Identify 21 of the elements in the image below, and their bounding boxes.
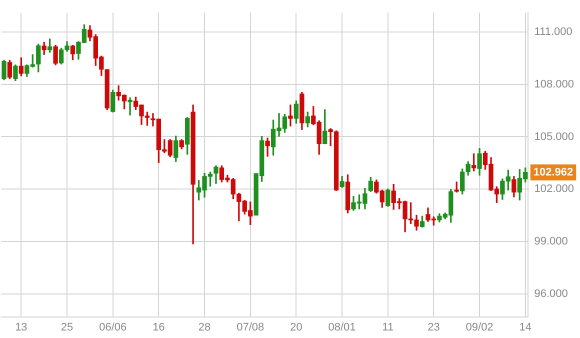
x-tick-label: 08/01 (328, 321, 356, 334)
y-tick-label: 96.000 (534, 288, 568, 300)
x-tick-label: 07/08 (236, 321, 264, 334)
x-tick-label: 16 (152, 321, 165, 334)
x-tick-label: 25 (60, 321, 74, 334)
x-tick-label: 20 (290, 321, 302, 334)
y-tick-label: 99.000 (534, 236, 568, 248)
y-tick-label: 108.000 (534, 78, 574, 90)
x-tick-label: 23 (428, 321, 440, 334)
x-tick-label: 14 (519, 321, 532, 334)
x-tick-label: 13 (15, 321, 28, 334)
y-tick-label: 102.000 (534, 183, 574, 196)
candlestick (128, 97, 132, 116)
x-tick-label: 09/02 (466, 321, 494, 334)
y-tick-label: 105.000 (534, 130, 574, 143)
annotation: 102.962 (533, 166, 574, 178)
y-tick-label: 111.000 (534, 26, 572, 38)
x-tick-label: 11 (382, 321, 394, 334)
candlestick (288, 104, 293, 126)
x-tick-label: 28 (198, 321, 211, 334)
x-tick-label: 06/06 (99, 321, 127, 334)
